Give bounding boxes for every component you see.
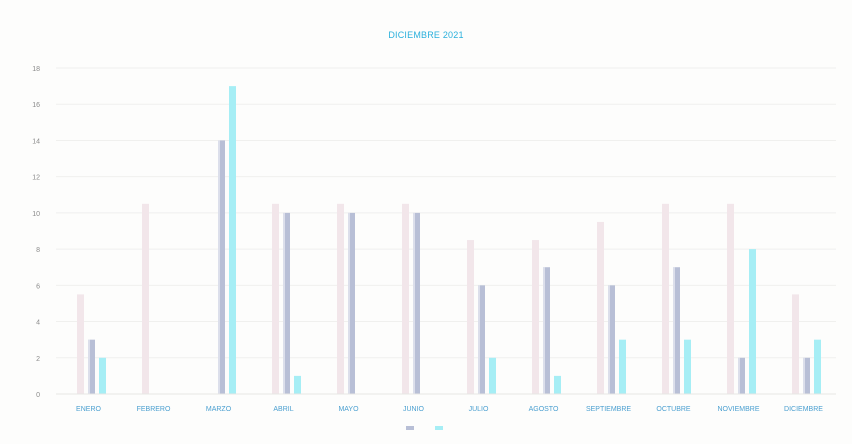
x-tick-label: OCTUBRE (656, 406, 691, 413)
x-tick-label: ABRIL (273, 406, 293, 413)
y-tick-label: 8 (36, 247, 40, 254)
x-tick-label: NOVIEMBRE (717, 406, 759, 413)
x-tick-label: DICIEMBRE (784, 406, 823, 413)
bar (792, 294, 799, 394)
bar (803, 357, 810, 394)
bar (142, 203, 149, 394)
x-tick-label: FEBRERO (137, 406, 171, 413)
bar-highlight (413, 212, 415, 394)
y-tick-label: 2 (36, 356, 40, 363)
y-tick-label: 4 (36, 320, 40, 327)
bar-highlight (543, 267, 545, 394)
y-tick-label: 16 (32, 102, 40, 109)
bar (662, 203, 669, 394)
chart-title: DICIEMBRE 2021 (388, 30, 464, 40)
bar (489, 357, 496, 394)
bar (218, 140, 225, 394)
x-tick-label: MAYO (338, 406, 359, 413)
bar-highlight (673, 267, 675, 394)
bar (229, 86, 236, 394)
legend-entry-1 (406, 425, 417, 432)
x-tick-label: JULIO (469, 406, 489, 413)
bar (402, 203, 409, 394)
bar-highlight (218, 140, 220, 394)
x-tick-label: JUNIO (403, 406, 425, 413)
legend-swatch-2 (434, 426, 443, 431)
y-tick-label: 12 (32, 175, 40, 182)
bar (283, 212, 290, 394)
x-tick-label: MARZO (206, 406, 232, 413)
bar (673, 267, 680, 394)
bar (77, 294, 84, 394)
bar-highlight (283, 212, 285, 394)
bar-highlight (478, 285, 480, 394)
x-tick-label: SEPTIEMBRE (586, 406, 631, 413)
bar-highlight (608, 285, 610, 394)
y-tick-label: 18 (32, 66, 40, 73)
chart-legend (0, 425, 852, 432)
bar (749, 249, 756, 394)
y-tick-label: 14 (32, 138, 40, 145)
bar (554, 375, 561, 394)
bar (413, 212, 420, 394)
legend-swatch-1 (406, 426, 415, 431)
bar (684, 339, 691, 394)
bar (348, 212, 355, 394)
y-tick-label: 0 (36, 392, 40, 399)
bar-highlight (348, 212, 350, 394)
y-tick-label: 6 (36, 283, 40, 290)
bar (608, 285, 615, 394)
bar (543, 267, 550, 394)
bar (99, 357, 106, 394)
x-tick-label: AGOSTO (529, 406, 559, 413)
bar (727, 203, 734, 394)
bar-highlight (88, 339, 90, 394)
bar (738, 357, 745, 394)
bar (478, 285, 485, 394)
bar (294, 375, 301, 394)
bar (597, 221, 604, 394)
y-tick-label: 10 (32, 211, 40, 218)
bar (619, 339, 626, 394)
bar-highlight (738, 357, 740, 394)
x-tick-label: ENERO (76, 406, 101, 413)
bar (272, 203, 279, 394)
bar (88, 339, 95, 394)
legend-entry-2 (434, 425, 446, 432)
bar-highlight (803, 357, 805, 394)
bar (814, 339, 821, 394)
bar (532, 240, 539, 394)
bar (337, 203, 344, 394)
bar (467, 240, 474, 394)
